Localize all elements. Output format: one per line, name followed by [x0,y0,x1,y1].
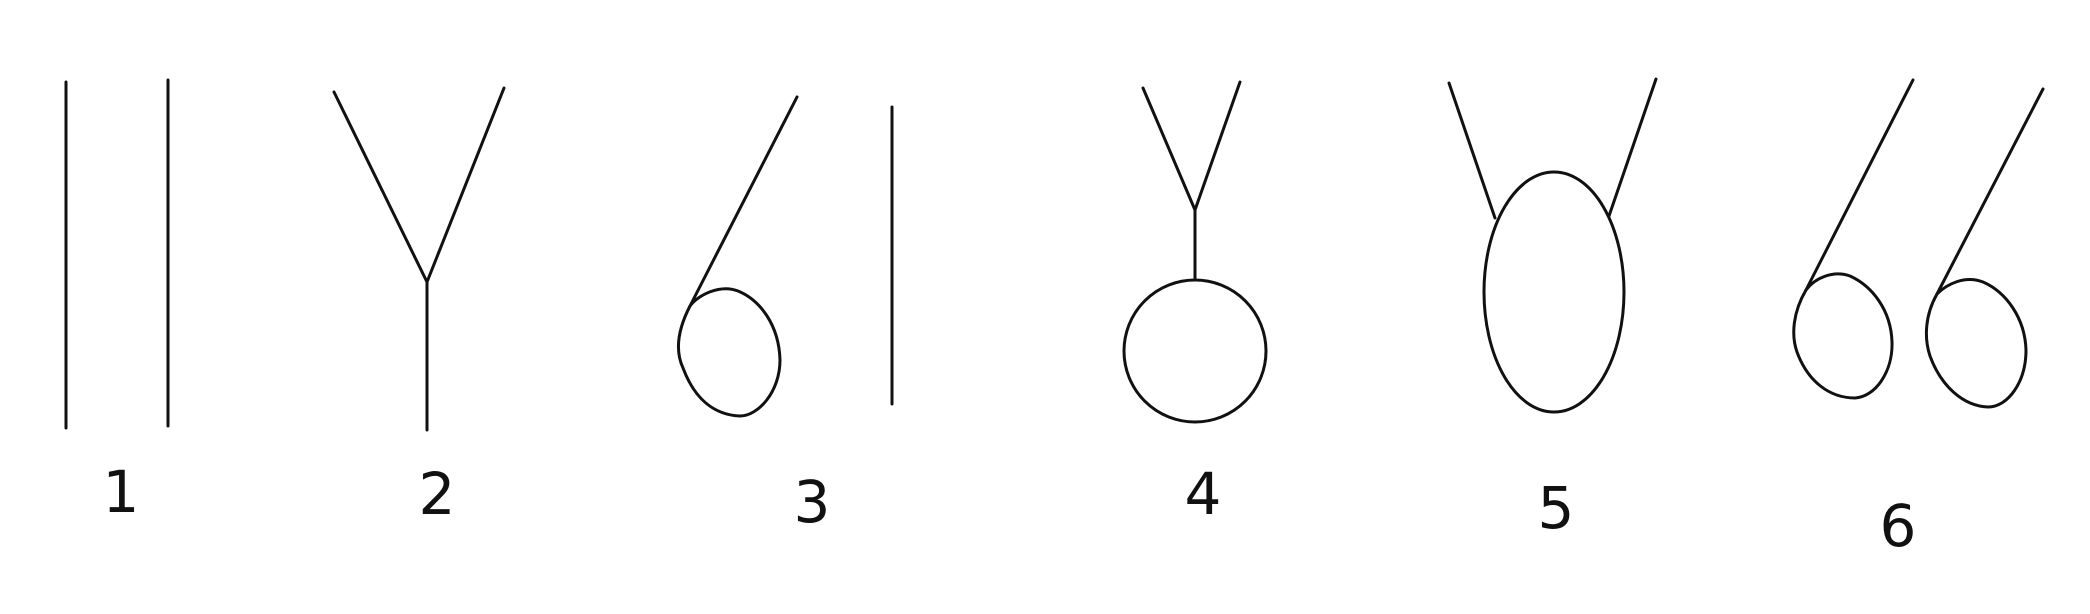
figure-4: 4 [1122,80,1268,528]
fig5-label: 5 [1538,474,1575,542]
figure-6: 6 [1792,78,2045,560]
fig3-loop [677,287,782,418]
fig4-right-arm [1193,80,1242,212]
figure-2: 2 [332,86,506,528]
fig4-circle [1122,278,1268,424]
figure-1: 1 [64,78,170,526]
figure-5: 5 [1447,77,1658,542]
fig5-left-line [1447,81,1497,220]
fig5-right-line [1607,77,1658,218]
fig6-tail-1 [1804,78,1915,292]
fig1-label: 1 [103,458,140,526]
fig4-left-arm [1141,86,1197,212]
fig6-loop-2 [1924,278,2028,409]
fig3-tail [688,95,799,308]
fig6-loop-1 [1792,272,1894,400]
fig2-left-arm [332,90,429,284]
fig6-label: 6 [1880,492,1917,560]
fig5-oval [1482,170,1626,414]
fig4-label: 4 [1185,460,1222,528]
fig3-label: 3 [794,468,831,536]
fig6-tail-2 [1935,87,2045,296]
fig2-label: 2 [419,460,456,528]
fig2-right-arm [425,86,506,284]
figure-3: 3 [677,95,894,536]
